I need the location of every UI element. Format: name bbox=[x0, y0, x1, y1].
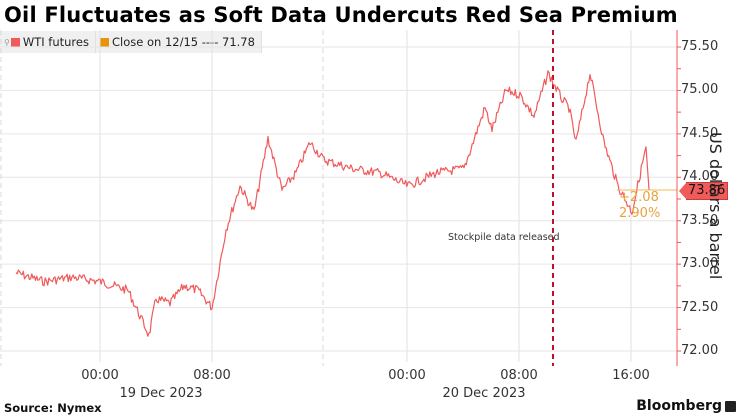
y-tick: 73.00 bbox=[681, 256, 719, 271]
x-tick: 08:00 bbox=[500, 368, 538, 383]
brand-logo: Bloomberg bbox=[636, 398, 722, 414]
x-tick: 16:00 bbox=[612, 368, 650, 383]
pin-icon[interactable]: ⚲ bbox=[4, 37, 10, 47]
y-tick: 72.00 bbox=[681, 343, 719, 358]
legend-label-close: Close on 12/15 ---- 71.78 bbox=[111, 35, 255, 49]
event-annotation: Stockpile data released bbox=[448, 232, 560, 243]
change-percent: 2.90% bbox=[619, 206, 661, 221]
y-tick: 74.00 bbox=[681, 169, 719, 184]
x-tick: 08:00 bbox=[193, 368, 231, 383]
legend-swatch-wti bbox=[10, 37, 20, 47]
price-line bbox=[15, 70, 650, 337]
y-tick: 72.50 bbox=[681, 300, 719, 315]
legend-label-wti: WTI futures bbox=[22, 35, 89, 49]
x-tick: 00:00 bbox=[388, 368, 426, 383]
source-note: Source: Nymex bbox=[4, 401, 102, 415]
y-tick: 74.50 bbox=[681, 126, 719, 141]
chart-title: Oil Fluctuates as Soft Data Undercuts Re… bbox=[4, 3, 678, 27]
grid bbox=[0, 30, 677, 366]
last-value-badge: 73.86 bbox=[679, 182, 729, 200]
y-tick: 73.50 bbox=[681, 213, 719, 228]
y-tick: 75.50 bbox=[681, 39, 719, 54]
change-value: +2.08 bbox=[619, 190, 659, 205]
y-tick-marks bbox=[677, 46, 681, 352]
x-tick: 00:00 bbox=[81, 368, 119, 383]
y-tick: 75.00 bbox=[681, 82, 719, 97]
last-value: 73.86 bbox=[686, 182, 729, 200]
badge-arrow-icon bbox=[679, 183, 686, 199]
x-date: 19 Dec 2023 bbox=[119, 386, 203, 401]
x-date: 20 Dec 2023 bbox=[442, 386, 526, 401]
bloomberg-chart-icon bbox=[725, 401, 736, 412]
y-axis-label: US dollars a barrel bbox=[706, 132, 725, 280]
legend-swatch-close bbox=[99, 37, 109, 47]
